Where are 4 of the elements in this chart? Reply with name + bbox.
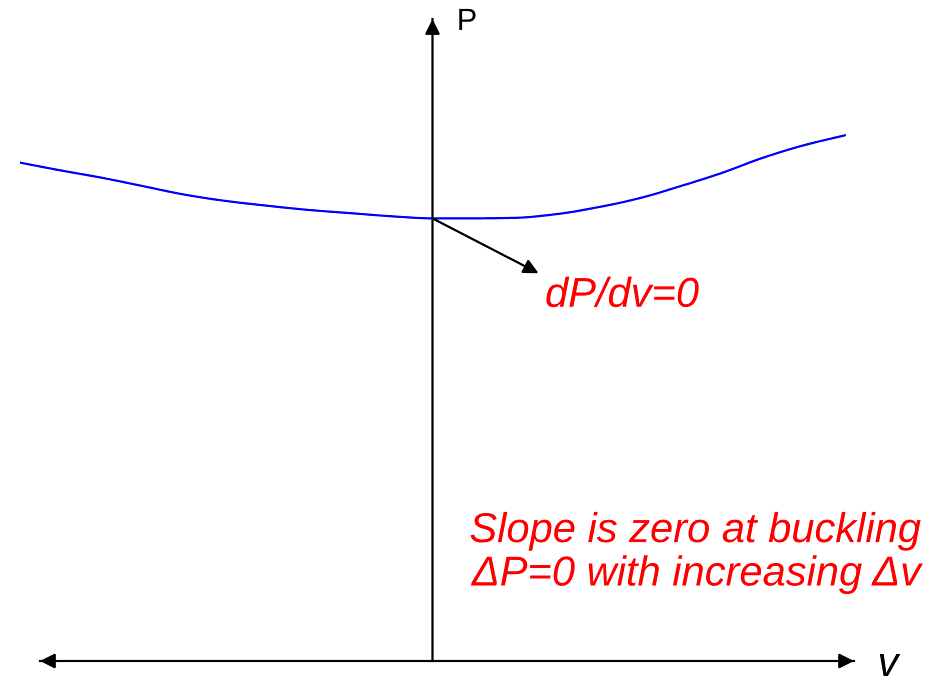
x-axis-title: v [880,654,900,676]
y-axis-title: P [459,8,476,30]
annotation: Slope is zero at buckling ΔP=0 with increasing Δv [470,512,924,594]
annotation: dP/dv=0 [546,276,699,308]
